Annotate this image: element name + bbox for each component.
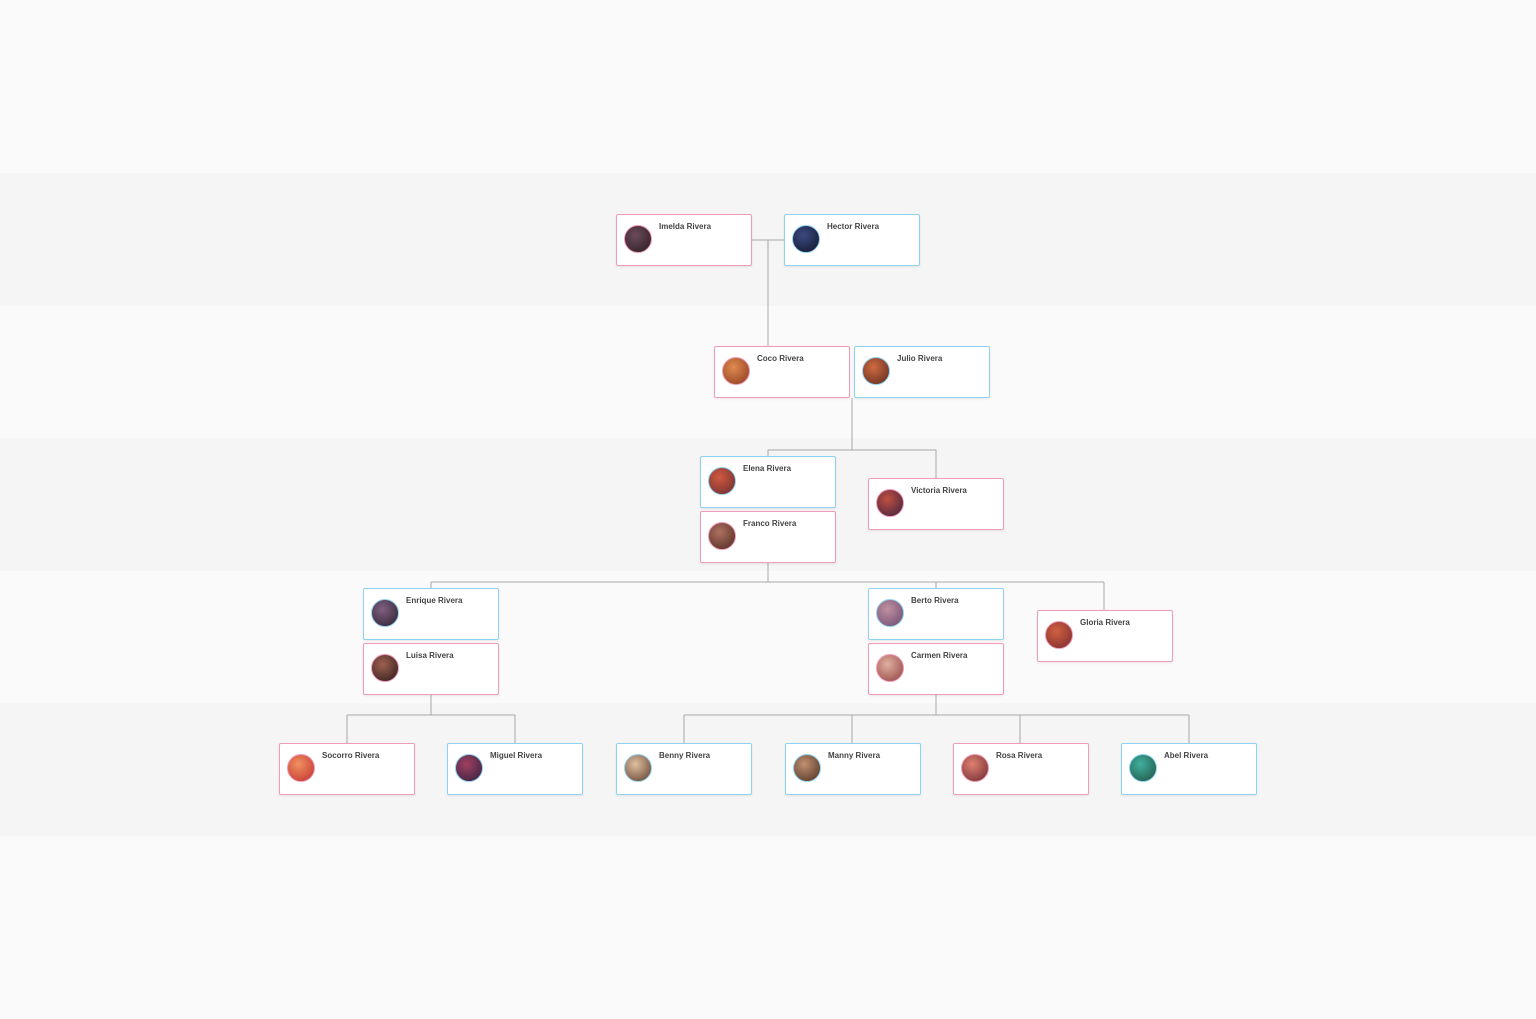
person-name: Socorro Rivera — [322, 751, 380, 760]
avatar — [792, 225, 820, 253]
avatar — [708, 522, 736, 550]
person-name: Miguel Rivera — [490, 751, 543, 760]
person-card[interactable]: Coco Rivera — [714, 346, 850, 398]
person-card[interactable]: Gloria Rivera — [1037, 610, 1173, 662]
avatar — [876, 654, 904, 682]
person-card[interactable]: Franco Rivera — [700, 511, 836, 563]
person-card[interactable]: Berto Rivera — [868, 588, 1004, 640]
person-card[interactable]: Carmen Rivera — [868, 643, 1004, 695]
person-name: Rosa Rivera — [996, 751, 1043, 760]
avatar — [862, 357, 890, 385]
person-name: Enrique Rivera — [406, 596, 463, 605]
person-name: Gloria Rivera — [1080, 618, 1130, 627]
person-name: Julio Rivera — [897, 354, 943, 363]
person-card[interactable]: Benny Rivera — [616, 743, 752, 795]
person-card[interactable]: Imelda Rivera — [616, 214, 752, 266]
avatar — [1045, 621, 1073, 649]
avatar — [1129, 754, 1157, 782]
person-card[interactable]: Miguel Rivera — [447, 743, 583, 795]
person-card[interactable]: Rosa Rivera — [953, 743, 1089, 795]
avatar — [876, 599, 904, 627]
avatar — [961, 754, 989, 782]
avatar — [624, 754, 652, 782]
person-name: Berto Rivera — [911, 596, 959, 605]
avatar — [371, 654, 399, 682]
person-name: Abel Rivera — [1164, 751, 1209, 760]
person-name: Coco Rivera — [757, 354, 804, 363]
person-card[interactable]: Abel Rivera — [1121, 743, 1257, 795]
avatar — [624, 225, 652, 253]
avatar — [708, 467, 736, 495]
avatar — [371, 599, 399, 627]
avatar — [287, 754, 315, 782]
person-name: Hector Rivera — [827, 222, 880, 231]
person-name: Elena Rivera — [743, 464, 792, 473]
avatar — [793, 754, 821, 782]
person-card[interactable]: Socorro Rivera — [279, 743, 415, 795]
person-card[interactable]: Manny Rivera — [785, 743, 921, 795]
avatar — [455, 754, 483, 782]
person-card[interactable]: Julio Rivera — [854, 346, 990, 398]
person-name: Luisa Rivera — [406, 651, 454, 660]
person-card[interactable]: Elena Rivera — [700, 456, 836, 508]
avatar — [876, 489, 904, 517]
person-name: Manny Rivera — [828, 751, 881, 760]
person-card[interactable]: Victoria Rivera — [868, 478, 1004, 530]
person-name: Franco Rivera — [743, 519, 797, 528]
person-name: Benny Rivera — [659, 751, 711, 760]
person-name: Imelda Rivera — [659, 222, 712, 231]
person-card[interactable]: Hector Rivera — [784, 214, 920, 266]
person-name: Victoria Rivera — [911, 486, 967, 495]
person-name: Carmen Rivera — [911, 651, 968, 660]
avatar — [722, 357, 750, 385]
generation-band — [0, 703, 1536, 836]
person-card[interactable]: Enrique Rivera — [363, 588, 499, 640]
person-card[interactable]: Luisa Rivera — [363, 643, 499, 695]
